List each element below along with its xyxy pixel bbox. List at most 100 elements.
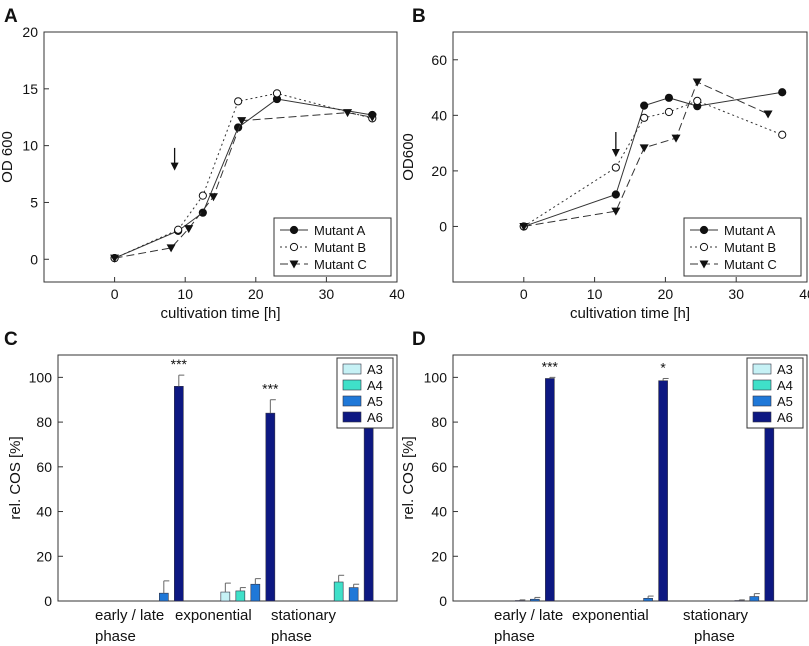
category-label-line: stationary: [271, 607, 337, 624]
category-label-line: phase: [95, 628, 136, 645]
category-label: stationary phase: [271, 607, 337, 645]
legend: Mutant A Mutant B Mutant C: [273, 217, 392, 277]
data-point: [110, 254, 120, 263]
legend-swatch: [342, 379, 362, 391]
data-point: [664, 93, 674, 102]
plot-frame: [452, 31, 808, 283]
legend-marker: [289, 242, 299, 252]
y-tick-label: 100: [424, 369, 448, 385]
x-tick-label: 40: [799, 286, 809, 302]
category-label-line: early / late: [494, 607, 563, 624]
x-tick-label: 30: [319, 286, 335, 302]
bar-a5: [643, 598, 653, 602]
series-line: [523, 91, 783, 227]
legend-swatch: [752, 395, 772, 407]
category-label: early / late phase: [95, 607, 164, 645]
legend-marker: [699, 225, 709, 235]
legend-label: A6: [777, 410, 793, 425]
series-line: [523, 81, 769, 227]
plot-frame: [43, 31, 398, 283]
data-point: [519, 222, 529, 231]
y-tick-label: 0: [439, 218, 447, 234]
y-tick-label: 5: [30, 194, 38, 210]
y-tick-label: 60: [36, 459, 52, 475]
legend-label: Mutant A: [724, 223, 776, 238]
data-point: [778, 130, 787, 139]
bar-a5: [159, 592, 169, 602]
data-point: [640, 101, 649, 110]
data-point: [208, 193, 218, 202]
legend-swatch: [752, 411, 772, 423]
series-line: [523, 100, 783, 227]
x-tick-label: 20: [658, 286, 674, 302]
data-point: [198, 191, 207, 200]
legend-label: A5: [777, 394, 793, 409]
y-tick-label: 100: [29, 369, 53, 385]
x-axis-label: cultivation time [h]: [570, 305, 690, 322]
category-label-line: phase: [494, 628, 535, 645]
series-mutant-c: [519, 78, 773, 231]
legend-label: A3: [777, 362, 793, 377]
bar-a6: [265, 412, 276, 602]
x-tick-label: 10: [587, 286, 603, 302]
legend-label: Mutant B: [724, 240, 776, 255]
panel-letter: B: [412, 6, 426, 27]
legend-marker: [289, 260, 299, 269]
category-label: exponential: [175, 607, 252, 624]
y-axis-label: OD 600: [0, 131, 16, 183]
x-tick-label: 0: [111, 286, 119, 302]
legend-marker: [699, 260, 709, 269]
category-label: exponential: [572, 607, 649, 624]
panel-letter: A: [4, 6, 18, 27]
x-tick-label: 40: [389, 286, 405, 302]
panel-a: A 0 10 20 30 40 0 5 10 15 20 cultivation time [h] OD…: [0, 6, 405, 322]
category-label: early / late phase: [494, 607, 563, 645]
category-label-line: stationary: [683, 607, 749, 624]
significance-label: ***: [262, 381, 279, 397]
bar-a5: [348, 587, 359, 602]
y-axis-label: OD600: [400, 133, 417, 181]
y-tick-label: 40: [36, 504, 52, 520]
series-mutant-b: [519, 96, 787, 231]
y-tick-label: 20: [431, 163, 447, 179]
data-point: [166, 244, 176, 253]
y-tick-label: 15: [22, 81, 38, 97]
bar-a4: [235, 590, 246, 602]
panel-letter: D: [412, 329, 426, 350]
data-point: [611, 207, 621, 216]
legend-marker: [699, 242, 709, 252]
bar-a6: [545, 378, 555, 602]
data-point: [184, 225, 194, 234]
y-tick-label: 0: [44, 593, 52, 609]
legend-label: Mutant A: [314, 223, 366, 238]
bar-a3: [220, 591, 231, 602]
legend-swatch: [752, 363, 772, 375]
data-point: [198, 208, 207, 217]
significance-label: ***: [542, 358, 559, 374]
y-axis-label: rel. COS [%]: [400, 436, 417, 519]
bar-a6: [658, 380, 668, 602]
data-point: [611, 163, 620, 172]
legend-label: Mutant B: [314, 240, 366, 255]
data-point: [272, 89, 282, 98]
legend-swatch: [342, 411, 362, 423]
y-tick-label: 20: [36, 548, 52, 564]
series-mutant-a: [519, 88, 787, 231]
data-point: [693, 96, 702, 105]
y-tick-label: 80: [431, 414, 447, 430]
y-axis-label: rel. COS [%]: [7, 436, 24, 519]
legend-swatch: [342, 363, 362, 375]
y-tick-label: 20: [22, 24, 38, 40]
legend-label: A3: [367, 362, 383, 377]
y-tick-label: 60: [431, 459, 447, 475]
arrow-head: [611, 149, 620, 157]
significance-label: ***: [171, 356, 188, 372]
legend: Mutant A Mutant B Mutant C: [683, 217, 802, 277]
legend-label: A4: [367, 378, 383, 393]
data-point: [671, 134, 681, 143]
plot-frame: [452, 354, 808, 602]
data-point: [692, 78, 702, 87]
